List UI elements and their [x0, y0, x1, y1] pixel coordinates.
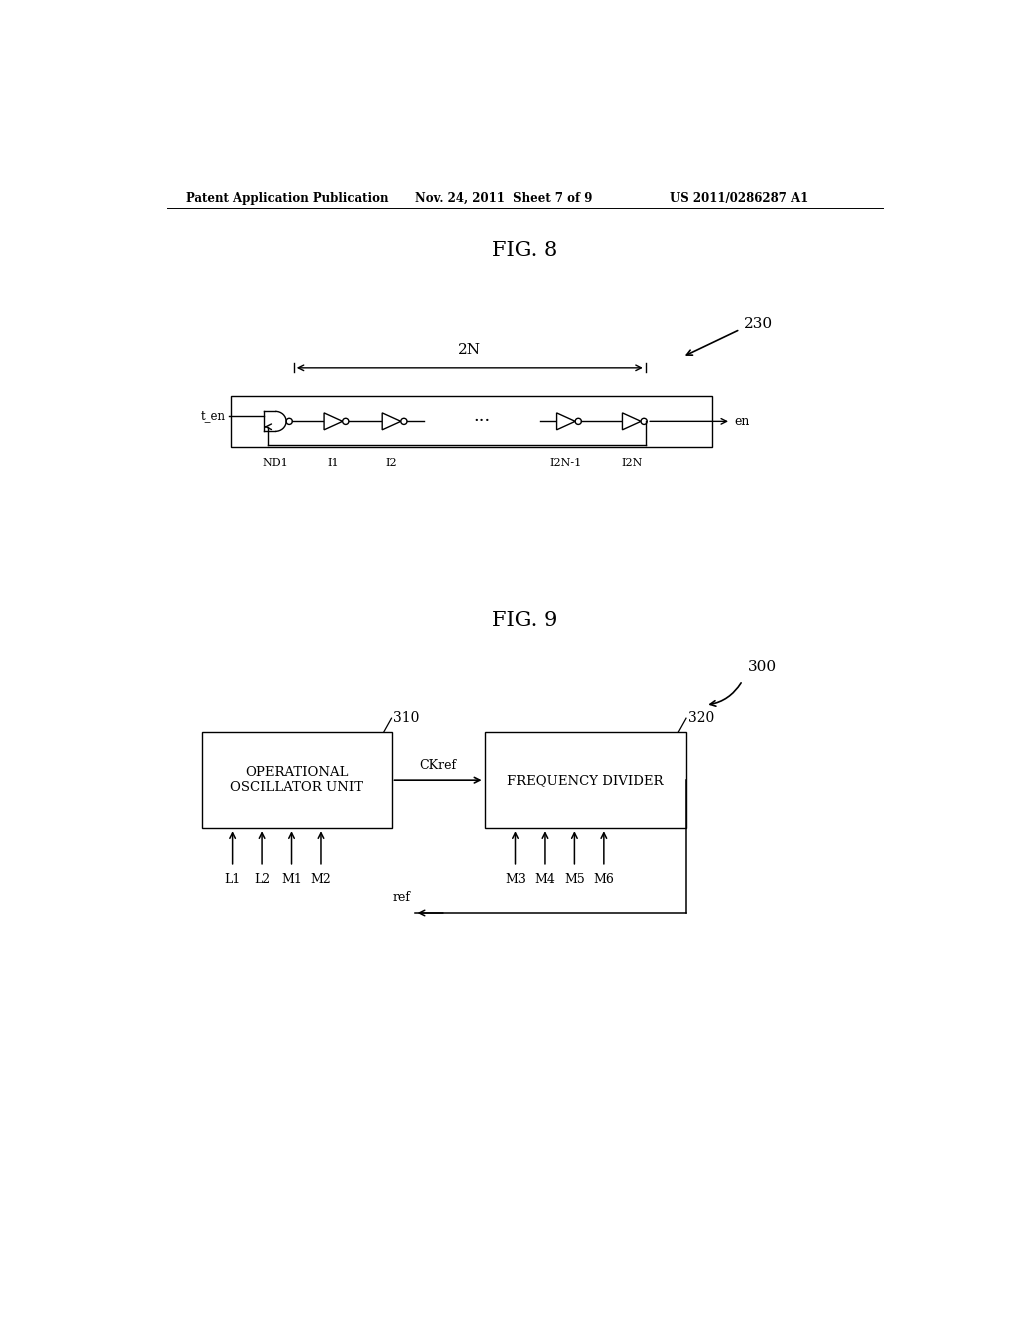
- Bar: [202, 733, 391, 829]
- Text: I2N-1: I2N-1: [550, 458, 582, 467]
- Text: 300: 300: [748, 660, 777, 673]
- Text: L2: L2: [254, 873, 270, 886]
- Text: Patent Application Publication: Patent Application Publication: [186, 191, 389, 205]
- Text: FIG. 8: FIG. 8: [493, 242, 557, 260]
- Text: FREQUENCY DIVIDER: FREQUENCY DIVIDER: [507, 774, 664, 787]
- Text: Nov. 24, 2011  Sheet 7 of 9: Nov. 24, 2011 Sheet 7 of 9: [415, 191, 592, 205]
- Bar: [484, 733, 686, 829]
- Text: 2N: 2N: [459, 343, 481, 358]
- Text: ref: ref: [393, 891, 411, 904]
- Text: M6: M6: [594, 873, 614, 886]
- Text: t_en: t_en: [201, 409, 225, 422]
- Polygon shape: [623, 413, 641, 430]
- Text: L1: L1: [224, 873, 241, 886]
- Text: CKref: CKref: [420, 759, 457, 772]
- Text: 320: 320: [687, 711, 714, 725]
- Text: 230: 230: [744, 317, 773, 331]
- Polygon shape: [324, 413, 343, 430]
- Text: ND1: ND1: [262, 458, 288, 467]
- Bar: [231, 396, 712, 447]
- Text: M5: M5: [564, 873, 585, 886]
- Text: US 2011/0286287 A1: US 2011/0286287 A1: [671, 191, 809, 205]
- Text: I2N: I2N: [622, 458, 642, 467]
- Text: M4: M4: [535, 873, 555, 886]
- Text: I1: I1: [328, 458, 339, 467]
- Text: M1: M1: [281, 873, 302, 886]
- Polygon shape: [557, 413, 575, 430]
- Text: I2: I2: [386, 458, 397, 467]
- Polygon shape: [382, 413, 400, 430]
- Text: ···: ···: [473, 412, 490, 430]
- Text: OSCILLATOR UNIT: OSCILLATOR UNIT: [230, 781, 364, 795]
- Text: M3: M3: [505, 873, 526, 886]
- FancyArrowPatch shape: [710, 682, 741, 706]
- Text: FIG. 9: FIG. 9: [493, 611, 557, 630]
- Text: 310: 310: [393, 711, 420, 725]
- Text: en: en: [734, 414, 750, 428]
- Text: OPERATIONAL: OPERATIONAL: [245, 766, 348, 779]
- Text: M2: M2: [310, 873, 332, 886]
